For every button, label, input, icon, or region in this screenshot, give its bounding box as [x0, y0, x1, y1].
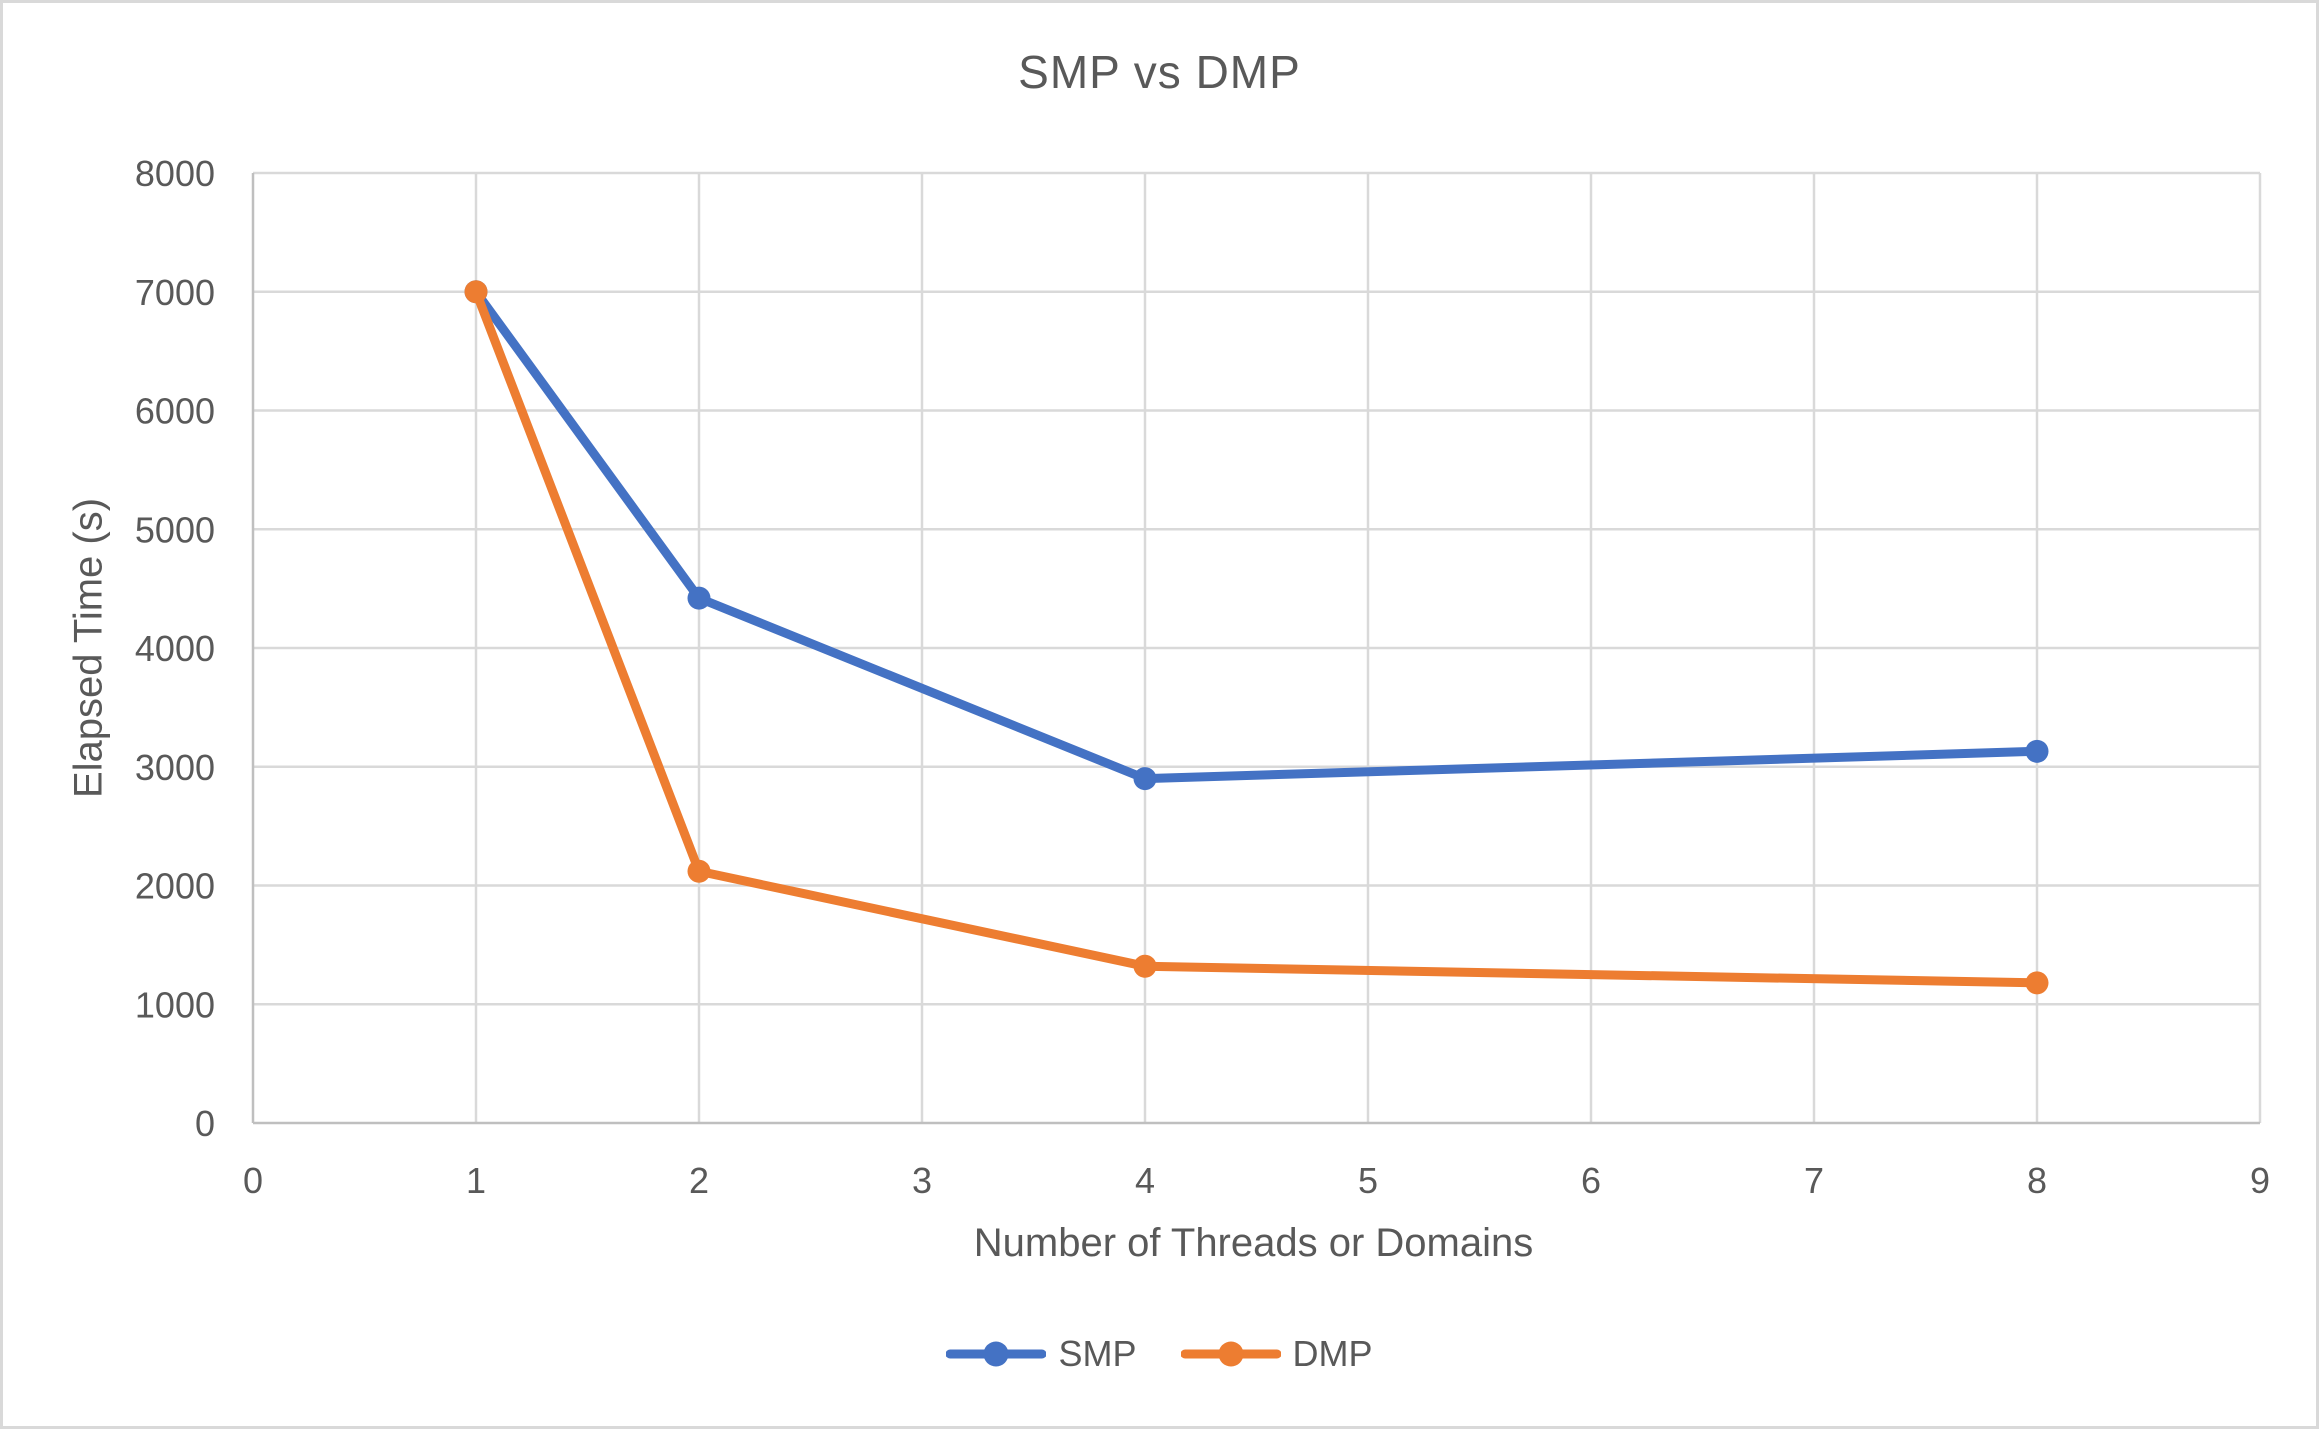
- y-axis-title: Elapsed Time (s): [66, 497, 111, 799]
- dmp-line: [471, 287, 2042, 988]
- y-tick-label-3000: 3000: [135, 747, 215, 788]
- series-smp: [464, 280, 2049, 791]
- dmp-point-x2: [687, 859, 711, 883]
- x-tick-label-6: 6: [1581, 1160, 1601, 1201]
- x-tick-label-7: 7: [1804, 1160, 1824, 1201]
- x-tick-label-4: 4: [1135, 1160, 1155, 1201]
- plot-svg: 0 1000 2000 3000 4000 5000 6000 7000 8000 0 1 2 3 4 5 6…: [135, 153, 2270, 1201]
- series-dmp: [464, 280, 2049, 995]
- dmp-point-x8: [2025, 971, 2049, 995]
- y-tick-labels: 0 1000 2000 3000 4000 5000 6000 7000 8000: [135, 153, 215, 1144]
- dmp-point-x4: [1133, 954, 1157, 978]
- y-tick-label-2000: 2000: [135, 866, 215, 907]
- dmp-point-x1: [464, 280, 488, 304]
- x-tick-label-9: 9: [2250, 1160, 2270, 1201]
- y-tick-label-0: 0: [195, 1103, 215, 1144]
- legend-item-dmp: DMP: [1180, 1333, 1373, 1375]
- y-tick-label-1000: 1000: [135, 984, 215, 1025]
- x-tick-label-8: 8: [2027, 1160, 2047, 1201]
- y-tick-label-6000: 6000: [135, 391, 215, 432]
- smp-line: [471, 287, 2042, 784]
- y-tick-label-5000: 5000: [135, 509, 215, 550]
- axis-lines: [251, 173, 2260, 1125]
- smp-point-x4: [1133, 767, 1157, 791]
- y-tick-label-7000: 7000: [135, 272, 215, 313]
- x-tick-label-2: 2: [689, 1160, 709, 1201]
- chart-title: SMP vs DMP: [1018, 46, 1301, 98]
- legend-line-marker-icon: [946, 1341, 1047, 1367]
- legend-label-smp: SMP: [1058, 1333, 1137, 1374]
- legend-line-marker-icon: [1180, 1341, 1281, 1367]
- legend-item-smp: SMP: [946, 1333, 1137, 1375]
- smp-point-x8: [2025, 739, 2049, 763]
- y-tick-label-8000: 8000: [135, 153, 215, 194]
- x-tick-label-3: 3: [912, 1160, 932, 1201]
- y-gridlines: [253, 171, 2260, 1006]
- x-gridlines: [474, 173, 2262, 1123]
- x-tick-label-0: 0: [243, 1160, 263, 1201]
- x-axis-title: Number of Threads or Domains: [973, 1221, 1534, 1265]
- legend-label-dmp: DMP: [1292, 1333, 1373, 1374]
- x-tick-labels: 0 1 2 3 4 5 6 7 8 9: [243, 1160, 2270, 1201]
- y-tick-label-4000: 4000: [135, 628, 215, 669]
- x-tick-label-5: 5: [1358, 1160, 1378, 1201]
- smp-point-x2: [687, 586, 711, 610]
- legend: SMP DMP: [3, 1333, 2316, 1375]
- x-tick-label-1: 1: [466, 1160, 486, 1201]
